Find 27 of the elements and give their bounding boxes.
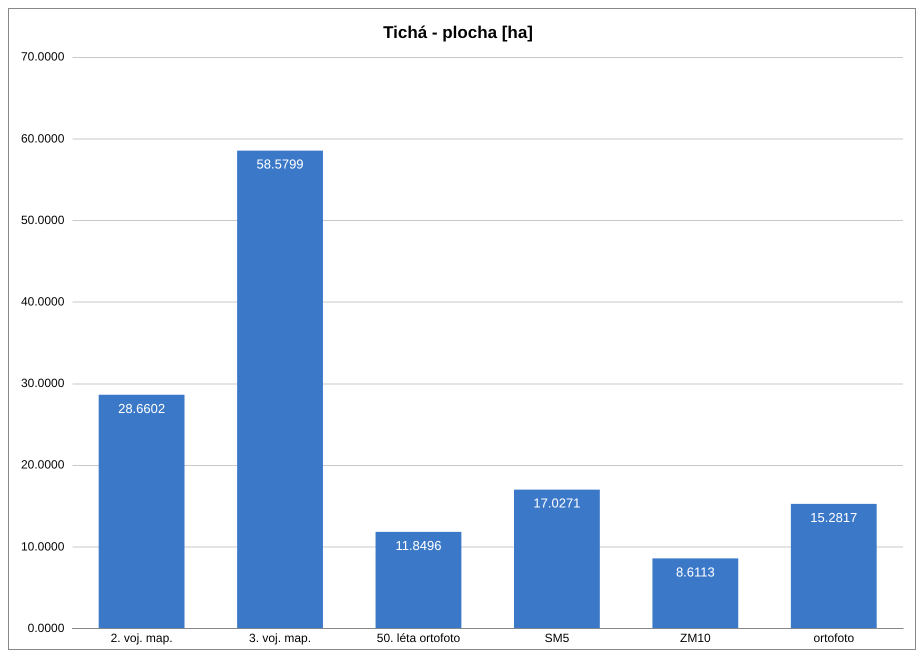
x-tick-label: ortofoto (813, 631, 854, 646)
data-label: 28.6602 (118, 400, 166, 416)
x-tick-label: 50. léta ortofoto (376, 631, 460, 646)
data-label: 8.6113 (676, 564, 715, 580)
data-label: 58.5799 (256, 156, 304, 172)
y-tick-label: 20.0000 (20, 458, 65, 472)
bar (790, 504, 877, 628)
bar (237, 150, 323, 628)
bar (376, 532, 462, 628)
x-tick-label: ZM10 (680, 631, 711, 646)
x-tick-label: SM5 (544, 631, 570, 646)
y-tick-label: 0.0000 (28, 620, 65, 635)
y-tick-label: 70.0000 (20, 50, 65, 64)
data-label: 15.2817 (810, 510, 858, 525)
bar (514, 490, 600, 628)
y-tick-label: 40.0000 (20, 294, 65, 309)
x-tick-label: 2. voj. map. (110, 631, 173, 646)
bar (98, 394, 185, 628)
data-label: 17.0271 (533, 496, 580, 511)
y-tick-label: 10.0000 (20, 539, 65, 554)
y-tick-label: 60.0000 (20, 131, 65, 146)
bar (652, 558, 738, 628)
y-tick-label: 30.0000 (20, 376, 65, 390)
chart-title: Tichá - plocha [ha] (383, 22, 533, 42)
data-label: 11.8496 (395, 538, 442, 553)
x-tick-label: 3. voj. map. (249, 631, 312, 646)
y-tick-label: 50.0000 (20, 212, 65, 227)
